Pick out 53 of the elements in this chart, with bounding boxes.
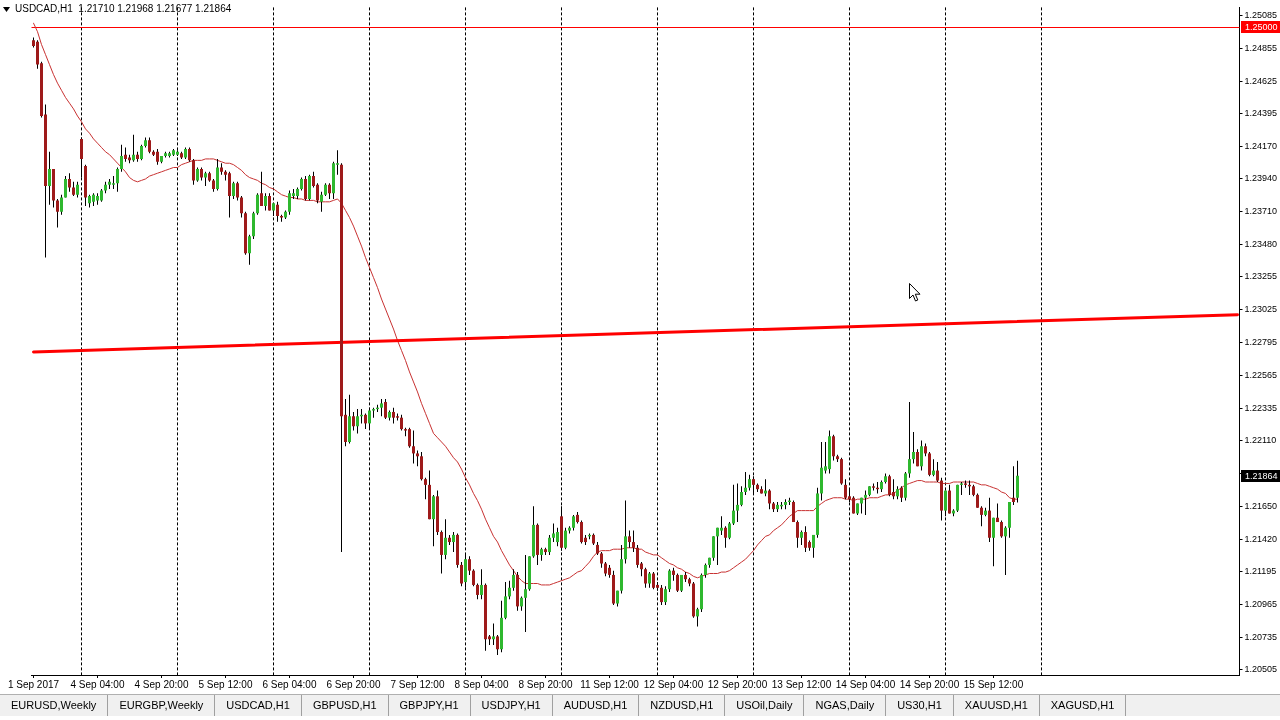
text: XAUUSD,H1 (953, 695, 1040, 716)
y-tick-label: 1.23255 (1244, 271, 1278, 282)
y-tick-label: 1.24395 (1244, 108, 1278, 119)
x-tick-label: 5 Sep 12:00 (198, 678, 253, 690)
y-tick-label: 1.20965 (1244, 598, 1278, 609)
y-tick-label: 1.22795 (1244, 337, 1278, 348)
y-tick-label: 1.20505 (1244, 664, 1278, 675)
x-tick-label: 8 Sep 20:00 (518, 678, 573, 690)
text: EURGBP,Weekly (108, 695, 216, 716)
x-tick-label: 12 Sep 20:00 (707, 678, 768, 690)
text: XAGUSD,H1 (1039, 695, 1127, 716)
y-tick-label: 1.24170 (1244, 140, 1278, 151)
y-tick-label: 1.21195 (1244, 565, 1277, 576)
x-tick-label: 15 Sep 12:00 (963, 678, 1024, 690)
chart-title: USDCAD,H1 1.21710 1.21968 1.21677 1.21864 (15, 3, 232, 15)
x-tick-label: 1 Sep 2017 (7, 678, 60, 690)
y-tick-label: 1.22335 (1244, 402, 1278, 413)
x-tick-label: 4 Sep 20:00 (134, 678, 189, 690)
text: GBPJPY,H1 (388, 695, 471, 716)
candlestick (1012, 466, 1015, 505)
text: NGAS,Daily (804, 695, 887, 716)
text: USDJPY,H1 (470, 695, 553, 716)
y-tick-label: 1.25085 (1244, 9, 1278, 20)
y-tick-label: 1.22565 (1244, 369, 1278, 380)
x-tick-label: 6 Sep 04:00 (262, 678, 317, 690)
ref-line-label: 1.25000 (1245, 21, 1278, 32)
y-tick-label: 1.24855 (1244, 42, 1278, 53)
x-tick-label: 13 Sep 12:00 (771, 678, 832, 690)
x-tick-label: 6 Sep 20:00 (326, 678, 381, 690)
x-tick-label: 14 Sep 20:00 (899, 678, 960, 690)
y-tick-label: 1.21650 (1244, 500, 1278, 511)
y-tick-label: 1.23025 (1244, 304, 1278, 315)
text: USDCAD,H1 (215, 695, 302, 716)
text: US30,H1 (886, 695, 954, 716)
y-tick-label: 1.21420 (1244, 533, 1278, 544)
y-tick-label: 1.22110 (1244, 435, 1277, 446)
x-tick-label: 14 Sep 04:00 (835, 678, 896, 690)
x-tick-label: 11 Sep 12:00 (580, 678, 640, 690)
y-tick-label: 1.23480 (1244, 239, 1278, 250)
text: USOil,Daily (725, 695, 805, 716)
annotation: 1.21864 (1245, 470, 1278, 481)
x-tick-label: 4 Sep 04:00 (70, 678, 125, 690)
y-tick-label: 1.23940 (1244, 173, 1278, 184)
y-tick-label: 1.20735 (1244, 631, 1278, 642)
text: EURUSD,Weekly (0, 695, 109, 716)
y-tick-label: 1.24625 (1244, 75, 1278, 86)
x-tick-label: 7 Sep 12:00 (390, 678, 445, 690)
text: GBPUSD,H1 (301, 695, 389, 716)
text: NZDUSD,H1 (639, 695, 726, 716)
y-tick-label: 1.23710 (1244, 206, 1278, 217)
x-tick-label: 8 Sep 04:00 (454, 678, 509, 690)
text: AUDUSD,H1 (552, 695, 640, 716)
x-tick-label: 12 Sep 04:00 (643, 678, 704, 690)
